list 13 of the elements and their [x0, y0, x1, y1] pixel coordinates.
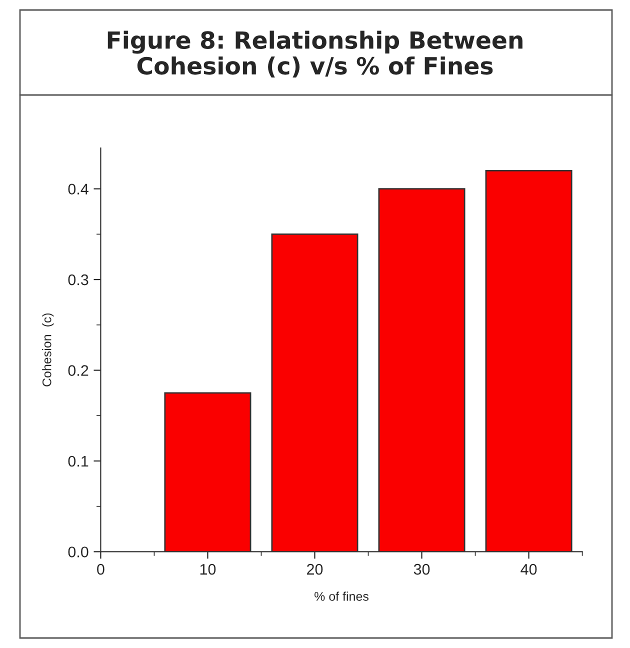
x-tick-label: 10 — [200, 564, 216, 575]
x-tick-label: 20 — [307, 564, 323, 575]
y-tick-label: 0.1 — [68, 456, 88, 467]
x-tick-label: 0 — [97, 564, 104, 575]
y-tick-label: 0.4 — [68, 184, 88, 195]
x-tick-label: 40 — [520, 564, 537, 575]
y-axis-title: Cohesion (c) — [42, 313, 54, 386]
x-axis-title: % of fines — [314, 592, 368, 601]
y-tick-label: 0.3 — [68, 274, 88, 286]
chart-title: Figure 8: Relationship Between Cohesion (c) v/s % of Fines — [108, 30, 522, 78]
x-tick-label: 30 — [414, 564, 430, 575]
y-tick-label: 0.2 — [68, 365, 88, 376]
y-tick-label: 0.0 — [68, 546, 88, 558]
